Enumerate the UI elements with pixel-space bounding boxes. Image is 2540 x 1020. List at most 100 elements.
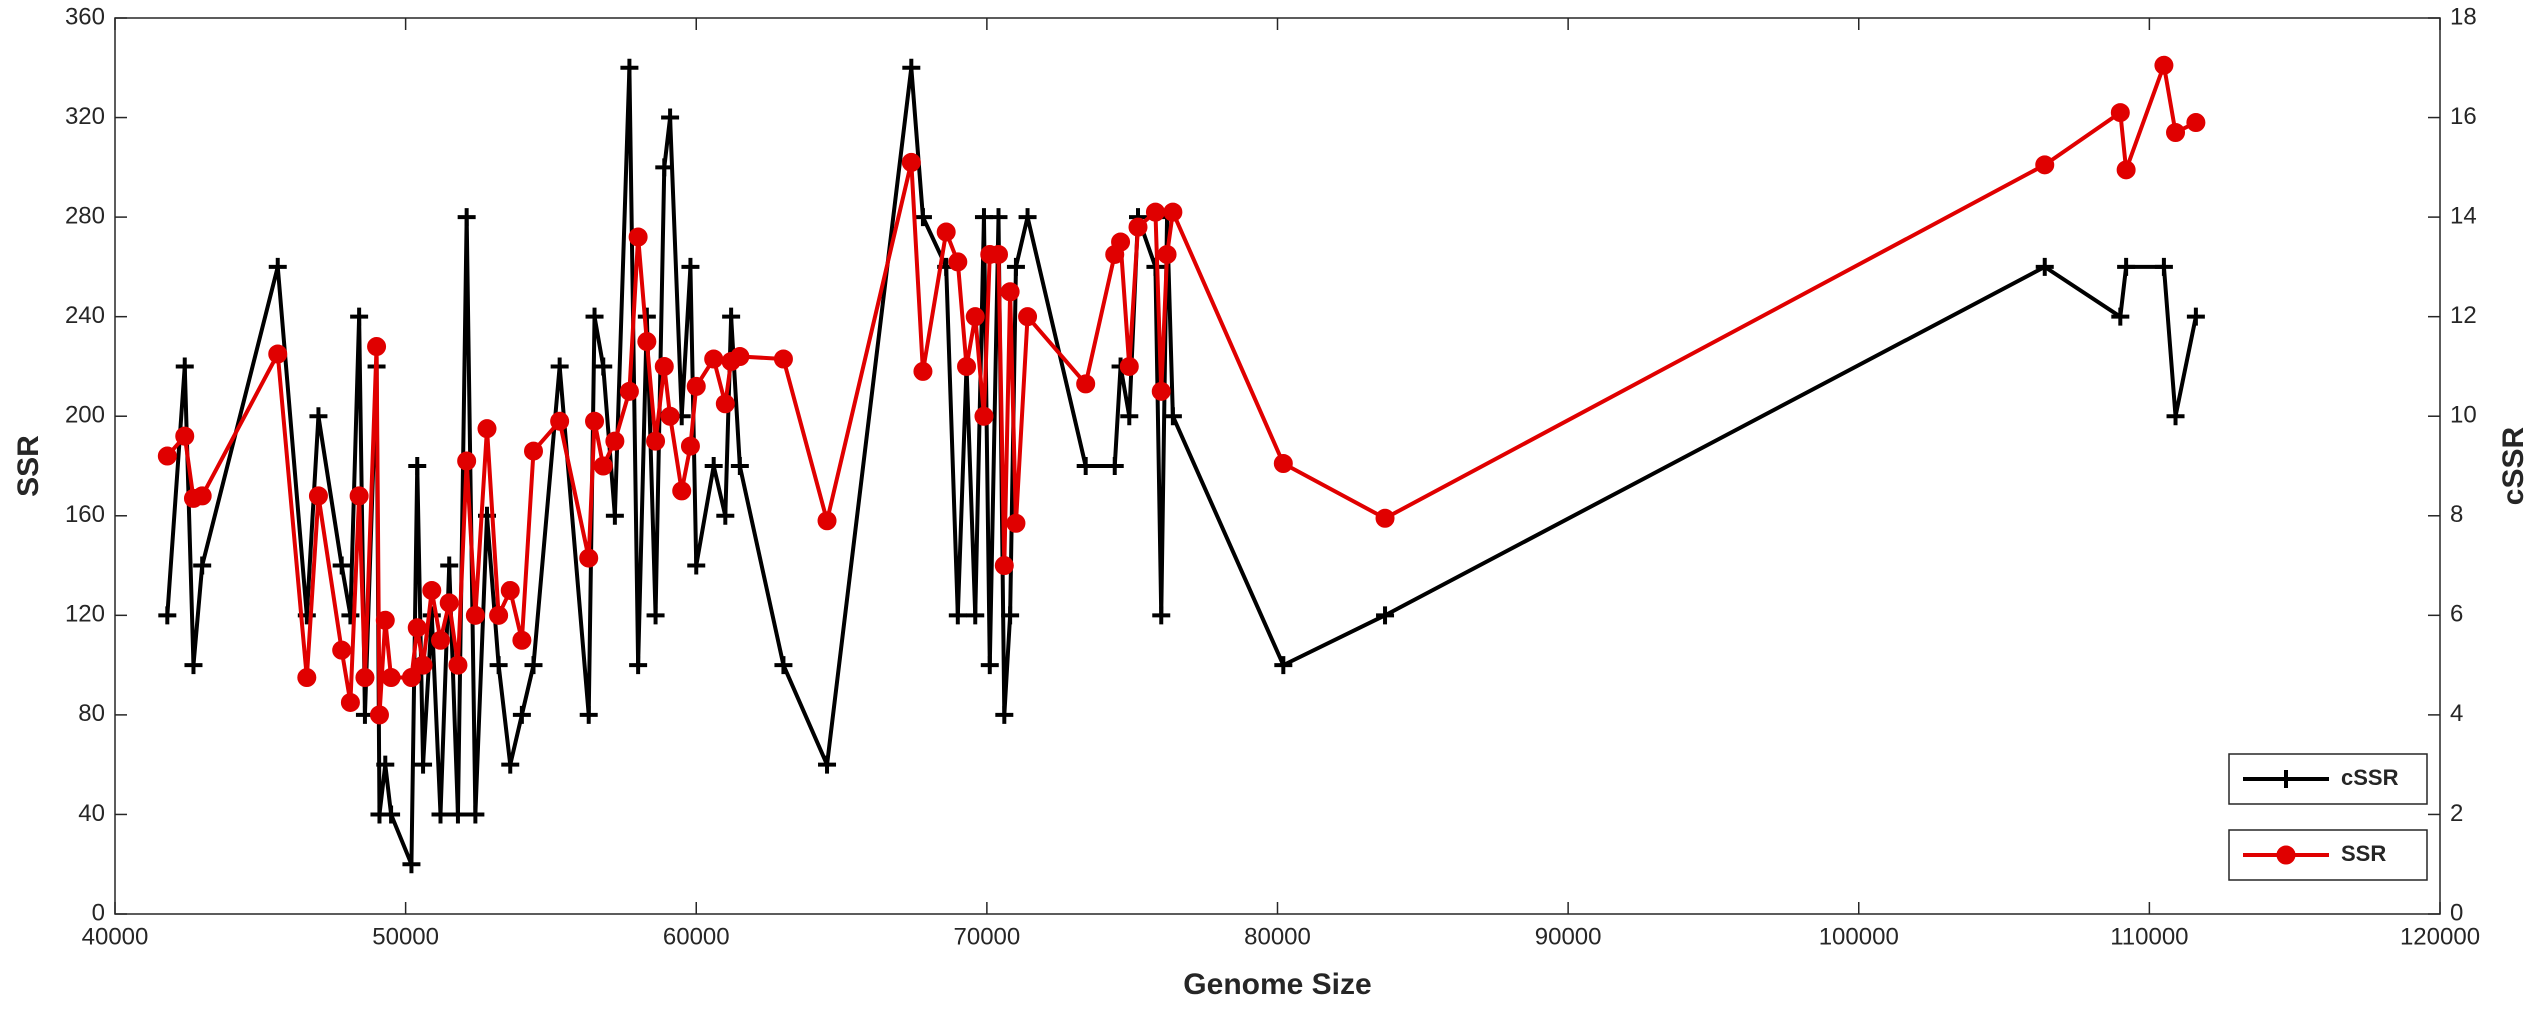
data-point bbox=[332, 556, 351, 575]
data-point bbox=[1119, 356, 1139, 376]
y-tick-label: 360 bbox=[65, 3, 105, 30]
data-point bbox=[375, 610, 395, 630]
data-point bbox=[431, 805, 450, 824]
data-point bbox=[995, 705, 1014, 724]
data-point bbox=[448, 655, 468, 675]
data-point bbox=[661, 108, 680, 127]
data-point bbox=[1111, 232, 1131, 252]
data-point bbox=[512, 705, 531, 724]
data-point bbox=[619, 381, 639, 401]
data-point bbox=[1157, 244, 1177, 264]
data-point bbox=[2154, 55, 2174, 75]
data-point bbox=[994, 556, 1014, 576]
data-point bbox=[1274, 656, 1293, 675]
data-point bbox=[901, 152, 921, 172]
data-point bbox=[457, 451, 477, 471]
data-point bbox=[1375, 508, 1395, 528]
data-point bbox=[974, 406, 994, 426]
y-tick-label: 240 bbox=[65, 302, 105, 329]
data-point bbox=[501, 755, 520, 774]
data-point bbox=[704, 349, 724, 369]
data-point bbox=[431, 630, 450, 650]
data-point bbox=[704, 457, 723, 475]
data-point bbox=[646, 606, 665, 625]
data-point bbox=[773, 349, 793, 369]
data-point bbox=[660, 406, 680, 426]
data-point bbox=[349, 486, 369, 506]
y2-tick-label: 12 bbox=[2450, 302, 2477, 329]
data-point bbox=[1105, 457, 1124, 475]
data-point bbox=[2035, 257, 2054, 276]
data-point bbox=[672, 481, 692, 501]
data-point bbox=[579, 548, 599, 568]
data-point bbox=[408, 457, 427, 475]
data-point bbox=[730, 457, 749, 475]
data-point bbox=[818, 755, 837, 774]
data-point bbox=[1018, 208, 1037, 227]
data-point bbox=[585, 411, 605, 431]
data-point bbox=[1001, 606, 1020, 625]
y2-tick-label: 6 bbox=[2450, 601, 2463, 628]
data-point bbox=[158, 606, 177, 625]
data-point bbox=[989, 208, 1008, 227]
data-point bbox=[401, 668, 421, 688]
data-point bbox=[376, 755, 395, 774]
data-point bbox=[1152, 606, 1171, 625]
data-point bbox=[477, 419, 497, 439]
data-point bbox=[629, 656, 648, 675]
data-point bbox=[913, 361, 933, 381]
data-point bbox=[440, 556, 459, 575]
y-tick-label: 200 bbox=[65, 402, 105, 429]
legend-marker bbox=[2277, 770, 2295, 788]
data-point bbox=[902, 58, 921, 77]
x-tick-label: 50000 bbox=[372, 923, 439, 950]
x-tick-label: 70000 bbox=[954, 923, 1021, 950]
x-tick-label: 80000 bbox=[1244, 923, 1311, 950]
data-point bbox=[1018, 307, 1038, 327]
legend-label: cSSR bbox=[2341, 765, 2399, 790]
data-point bbox=[957, 356, 977, 376]
data-point bbox=[184, 656, 203, 675]
y-tick-label: 120 bbox=[65, 601, 105, 628]
data-point bbox=[2154, 257, 2173, 276]
data-point bbox=[1163, 202, 1183, 222]
data-point bbox=[268, 344, 288, 364]
data-point bbox=[989, 244, 1008, 264]
data-point bbox=[605, 506, 624, 525]
data-point bbox=[1076, 457, 1095, 475]
data-point bbox=[593, 456, 613, 476]
data-point bbox=[489, 605, 509, 625]
data-point bbox=[594, 357, 613, 376]
data-point bbox=[422, 580, 442, 600]
data-point bbox=[686, 376, 706, 396]
data-point bbox=[1120, 407, 1139, 426]
data-point bbox=[2186, 113, 2206, 133]
y2-tick-label: 14 bbox=[2450, 202, 2477, 229]
data-point bbox=[465, 605, 485, 625]
y2-tick-label: 16 bbox=[2450, 103, 2477, 130]
data-point bbox=[175, 357, 194, 376]
x-tick-label: 60000 bbox=[663, 923, 730, 950]
data-point bbox=[965, 307, 985, 327]
data-point bbox=[332, 640, 352, 660]
data-point bbox=[2117, 257, 2136, 276]
y2-tick-label: 8 bbox=[2450, 501, 2463, 528]
data-point bbox=[637, 332, 657, 352]
data-point bbox=[192, 486, 212, 506]
data-point bbox=[448, 805, 467, 824]
data-point bbox=[157, 446, 177, 466]
y2-tick-label: 0 bbox=[2450, 899, 2463, 926]
legend-label: SSR bbox=[2341, 841, 2386, 866]
data-point bbox=[1128, 217, 1148, 237]
data-point bbox=[948, 252, 968, 272]
data-point bbox=[774, 656, 793, 675]
y-tick-label: 80 bbox=[78, 700, 105, 727]
data-point bbox=[1006, 257, 1025, 276]
data-point bbox=[175, 426, 195, 446]
data-point bbox=[2166, 407, 2185, 426]
data-point bbox=[936, 222, 956, 242]
data-point bbox=[350, 307, 369, 326]
data-point bbox=[605, 431, 625, 451]
data-point bbox=[2110, 103, 2130, 123]
